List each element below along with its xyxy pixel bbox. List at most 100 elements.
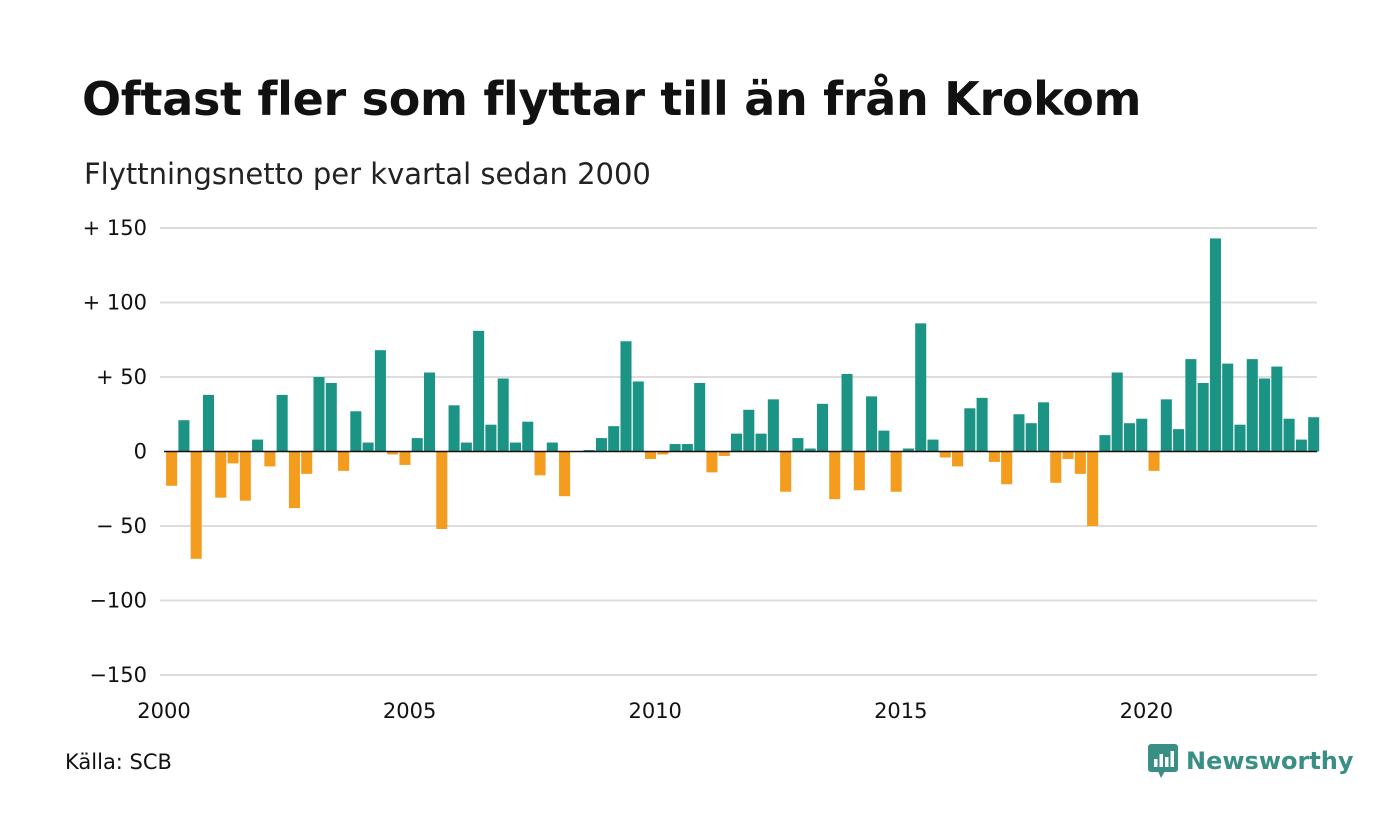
bar bbox=[718, 451, 730, 456]
bar bbox=[669, 444, 681, 452]
bar bbox=[1001, 451, 1013, 485]
bar bbox=[866, 396, 878, 452]
bar bbox=[190, 451, 202, 559]
bar bbox=[853, 451, 865, 491]
bar bbox=[399, 451, 411, 465]
bar bbox=[792, 438, 804, 452]
bar bbox=[952, 451, 964, 467]
bar bbox=[1197, 382, 1209, 452]
bar bbox=[890, 451, 902, 492]
bar bbox=[473, 330, 485, 452]
bar bbox=[215, 451, 227, 498]
bar bbox=[1050, 451, 1062, 483]
bar bbox=[829, 451, 841, 500]
bar bbox=[1013, 414, 1025, 452]
bar bbox=[559, 451, 571, 497]
bar bbox=[178, 420, 190, 452]
bar bbox=[448, 405, 460, 452]
bar bbox=[460, 442, 472, 452]
bar bbox=[252, 439, 264, 452]
x-tick-label: 2015 bbox=[874, 699, 927, 723]
bar bbox=[595, 438, 607, 452]
bar bbox=[1111, 372, 1123, 452]
bar bbox=[387, 451, 399, 455]
bar bbox=[706, 451, 718, 473]
bar bbox=[681, 444, 693, 452]
y-tick-label: + 150 bbox=[83, 216, 147, 240]
x-tick-label: 2005 bbox=[383, 699, 436, 723]
newsworthy-chart-bubble-icon bbox=[1148, 744, 1178, 778]
bar bbox=[1123, 423, 1135, 452]
bar bbox=[1037, 402, 1050, 452]
bar bbox=[497, 378, 509, 452]
bar bbox=[1234, 424, 1246, 452]
gridlines bbox=[160, 227, 1317, 676]
bar bbox=[1025, 423, 1037, 452]
y-tick-label: 0 bbox=[134, 440, 147, 464]
bar bbox=[423, 372, 436, 452]
bar bbox=[816, 403, 828, 452]
bar bbox=[1136, 418, 1148, 452]
bar bbox=[436, 451, 448, 529]
y-tick-label: + 100 bbox=[83, 291, 147, 315]
bar bbox=[1259, 378, 1271, 452]
chart-subtitle: Flyttningsnetto per kvartal sedan 2000 bbox=[84, 157, 651, 191]
bar bbox=[301, 451, 313, 474]
bar bbox=[1099, 435, 1111, 452]
bar bbox=[239, 451, 251, 501]
bar bbox=[288, 451, 300, 509]
bar bbox=[546, 442, 558, 452]
brand-logo: Newsworthy bbox=[1148, 744, 1354, 778]
chart-title: Oftast fler som flyttar till än från Kro… bbox=[82, 72, 1142, 126]
bar bbox=[1271, 366, 1283, 452]
axes: + 150 + 100 + 50 0 − 50 −100 −150 2000 2005 2010 2… bbox=[83, 216, 1317, 723]
y-tick-label: −100 bbox=[89, 589, 147, 613]
bar bbox=[522, 421, 534, 452]
bar bbox=[374, 350, 386, 452]
y-tick-label: + 50 bbox=[96, 365, 147, 389]
bar bbox=[939, 451, 951, 458]
bar bbox=[1087, 451, 1099, 526]
bar bbox=[927, 439, 939, 452]
bar bbox=[1148, 451, 1160, 471]
bar bbox=[608, 426, 620, 452]
bar bbox=[411, 438, 423, 452]
bar bbox=[730, 433, 743, 452]
brand-name: Newsworthy bbox=[1186, 747, 1354, 775]
bar bbox=[645, 451, 657, 459]
bar bbox=[804, 448, 816, 452]
bar bbox=[1173, 429, 1185, 452]
bar bbox=[227, 451, 239, 464]
bar bbox=[755, 433, 767, 452]
bar bbox=[1209, 238, 1221, 452]
source-note: Källa: SCB bbox=[65, 750, 172, 774]
bar bbox=[743, 409, 755, 452]
bar bbox=[988, 451, 1000, 462]
bar bbox=[1062, 451, 1074, 459]
bar bbox=[202, 394, 214, 452]
bar bbox=[878, 430, 890, 452]
bars bbox=[166, 238, 1320, 559]
bar bbox=[780, 451, 792, 492]
bar bbox=[1074, 451, 1086, 474]
bar bbox=[313, 377, 325, 452]
bar bbox=[1185, 359, 1197, 452]
x-tick-label: 2020 bbox=[1120, 699, 1173, 723]
bar bbox=[1283, 418, 1295, 452]
x-tick-label: 2000 bbox=[137, 699, 190, 723]
bar bbox=[964, 408, 976, 452]
x-tick-label: 2010 bbox=[628, 699, 681, 723]
bar bbox=[1295, 439, 1307, 452]
bar bbox=[1222, 363, 1234, 452]
bar bbox=[632, 381, 644, 452]
y-tick-label: −150 bbox=[89, 663, 147, 687]
bar bbox=[534, 451, 546, 476]
bar bbox=[325, 382, 337, 452]
bar bbox=[485, 424, 497, 452]
bar bbox=[1308, 417, 1320, 452]
bar bbox=[976, 397, 988, 452]
bar bbox=[338, 451, 350, 471]
bar bbox=[694, 382, 706, 452]
bar bbox=[902, 448, 914, 452]
